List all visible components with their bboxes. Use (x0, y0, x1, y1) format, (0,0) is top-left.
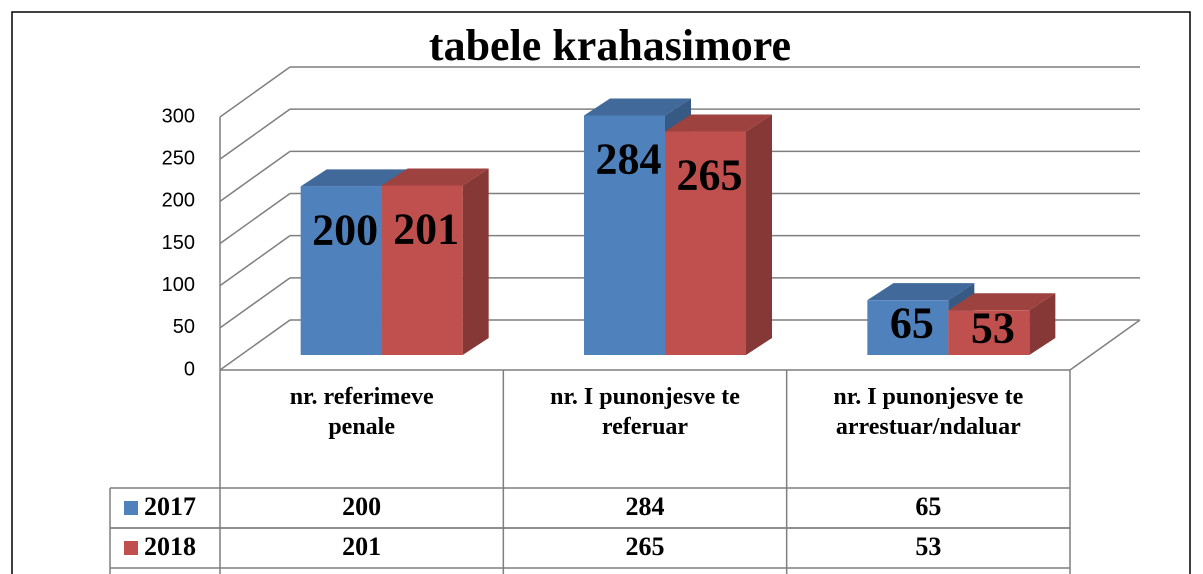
grid-line (219, 192, 291, 245)
floor-edge (1069, 319, 1141, 371)
bar-top (381, 168, 489, 186)
data-label: 200 (312, 205, 378, 254)
y-tick-label: 50 (173, 316, 195, 338)
legend-label: 2018 (144, 532, 196, 561)
y-tick-label: 100 (162, 274, 195, 296)
grid-line (219, 150, 291, 202)
bar-top (948, 293, 1056, 311)
bar (584, 115, 665, 355)
data-label: 265 (677, 151, 743, 200)
chart-title: tabele krahasimore (429, 21, 791, 70)
bar-side (746, 114, 772, 356)
table-value: 265 (626, 532, 665, 561)
legend-key (124, 541, 138, 555)
grid-line (219, 319, 291, 371)
data-label: 201 (393, 205, 459, 254)
category-label: nr. I punonjesve te referuar (550, 384, 740, 440)
bar (867, 300, 949, 355)
table-value: 200 (342, 492, 381, 521)
grid-line (219, 66, 291, 118)
bar-top (300, 169, 408, 187)
bar (948, 310, 1030, 355)
y-tick-label: 300 (162, 105, 195, 127)
bar (381, 185, 463, 355)
grid-line (219, 277, 291, 329)
table-value: 53 (915, 532, 941, 561)
bar-side (1029, 293, 1056, 355)
table-value: 201 (342, 532, 381, 561)
category-label: nr. referimeve penale (289, 384, 434, 440)
table-value: 65 (915, 492, 941, 521)
y-tick-label: 0 (184, 358, 195, 380)
category-label: nr. I punonjesve te arrestuar/ndaluar (833, 384, 1024, 440)
bar (300, 186, 382, 355)
legend-label: 2017 (144, 492, 196, 521)
grid-line (219, 235, 291, 287)
chart-border (11, 11, 1191, 574)
y-tick-label: 200 (162, 190, 195, 212)
data-label: 65 (890, 299, 934, 348)
data-label: 284 (596, 135, 662, 184)
bar (665, 131, 746, 355)
legend-key (124, 501, 138, 515)
bar-side (462, 168, 489, 355)
bar-top (584, 98, 691, 116)
grid-line (219, 108, 291, 160)
data-label: 53 (971, 304, 1015, 353)
bar-top (665, 114, 772, 132)
y-tick-label: 250 (162, 147, 195, 169)
y-tick-label: 150 (162, 232, 195, 254)
bar-top (867, 283, 975, 301)
table-value: 284 (626, 492, 665, 521)
